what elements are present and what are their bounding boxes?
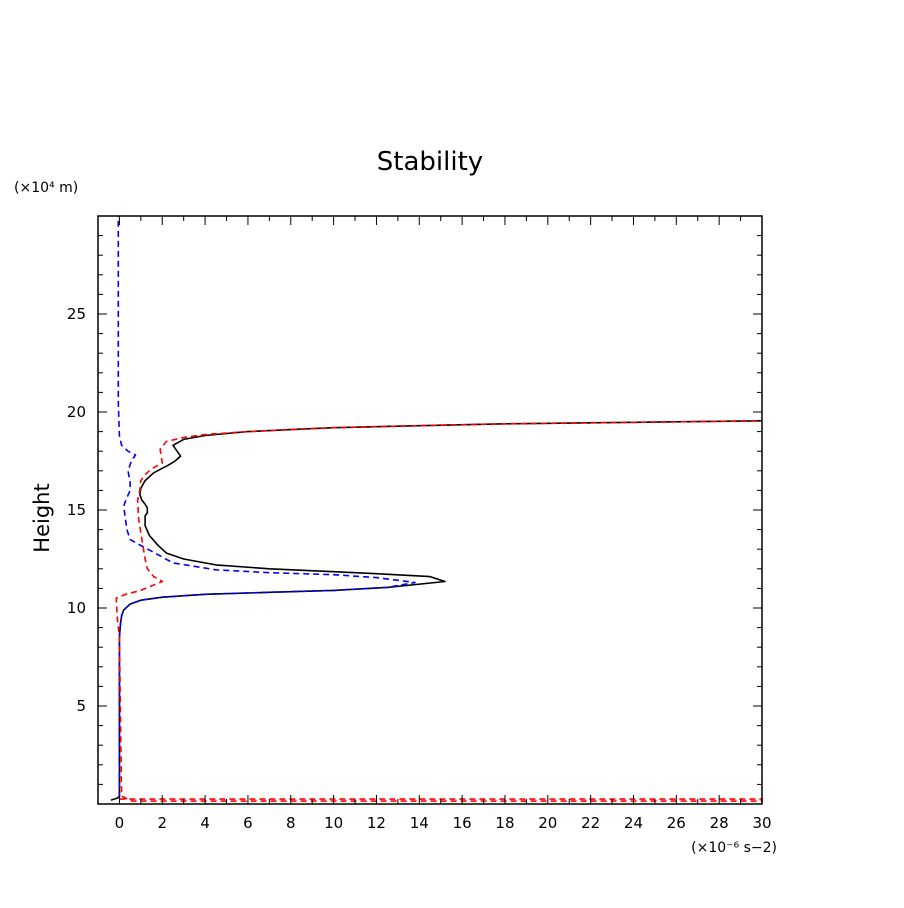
series-line-blue-dashed xyxy=(117,216,416,799)
series-line-black-solid xyxy=(110,420,763,801)
x-tick-label: 28 xyxy=(710,814,729,832)
x-tick-label: 26 xyxy=(667,814,686,832)
x-tick-label: 18 xyxy=(495,814,514,832)
x-tick-label: 10 xyxy=(324,814,343,832)
y-unit-label: (×10⁴ m) xyxy=(14,180,78,196)
x-tick-label: 30 xyxy=(752,814,771,832)
x-tick-label: 2 xyxy=(157,814,167,832)
x-tick-label: 6 xyxy=(243,814,253,832)
x-tick-label: 12 xyxy=(367,814,386,832)
x-unit-label: (×10⁻⁶ s−2) xyxy=(691,840,777,856)
x-tick-label: 14 xyxy=(410,814,429,832)
x-tick-label: 4 xyxy=(200,814,210,832)
y-tick-label: 10 xyxy=(67,599,86,617)
y-tick-label: 20 xyxy=(67,403,86,421)
plot-series xyxy=(110,216,763,802)
y-tick-label: 15 xyxy=(67,501,86,519)
x-tick-label: 8 xyxy=(286,814,296,832)
chart-title: Stability xyxy=(377,147,483,177)
series-line-red-dashed xyxy=(115,420,763,802)
x-tick-label: 24 xyxy=(624,814,643,832)
plot-frame xyxy=(97,215,763,805)
y-tick-label: 5 xyxy=(76,697,86,715)
x-tick-label: 16 xyxy=(453,814,472,832)
x-tick-label: 20 xyxy=(538,814,557,832)
y-tick-label: 25 xyxy=(67,305,86,323)
x-tick-label: 22 xyxy=(581,814,600,832)
y-axis-label: Height xyxy=(30,483,54,552)
x-tick-label: 0 xyxy=(115,814,125,832)
